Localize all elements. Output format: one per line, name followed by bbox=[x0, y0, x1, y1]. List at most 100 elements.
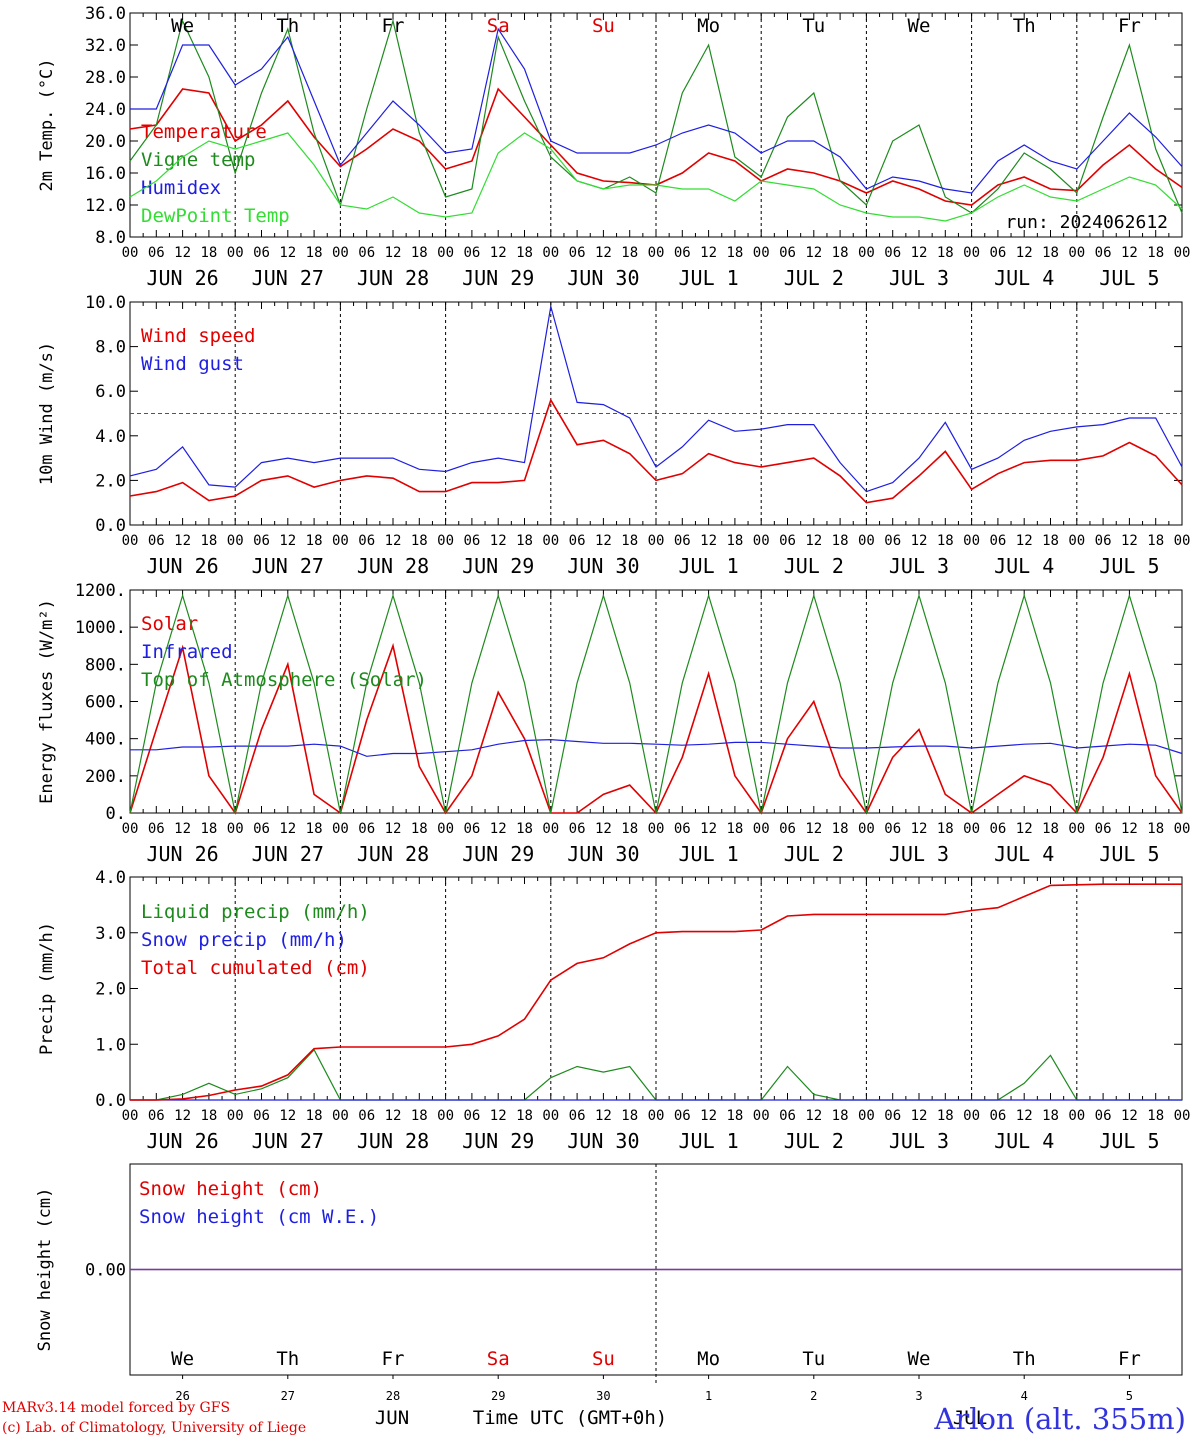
weekday-label: Fr bbox=[382, 15, 405, 37]
hour-tick-label: 18 bbox=[516, 533, 533, 549]
weekday-label: Mo bbox=[697, 1348, 720, 1370]
y-tick-label: 24.0 bbox=[85, 100, 126, 120]
hour-tick-label: 00 bbox=[227, 245, 244, 261]
hour-tick-label: 00 bbox=[542, 821, 559, 837]
hour-tick-label: 12 bbox=[1121, 533, 1138, 549]
hour-tick-label: 00 bbox=[1068, 1108, 1085, 1124]
hour-tick-label: 18 bbox=[726, 533, 743, 549]
hour-tick-label: 06 bbox=[884, 533, 901, 549]
y-axis-title: 2m Temp. (°C) bbox=[37, 58, 57, 191]
hour-tick-label: 00 bbox=[648, 533, 665, 549]
legend-entry: Liquid precip (mm/h) bbox=[141, 901, 370, 923]
hour-tick-label: 06 bbox=[569, 533, 586, 549]
date-label: JUL 2 bbox=[784, 1129, 844, 1153]
series-line-wind-speed bbox=[129, 398, 1183, 504]
date-label: JUN 30 bbox=[567, 266, 639, 290]
hour-tick-label: 18 bbox=[1042, 533, 1059, 549]
hour-tick-label: 06 bbox=[253, 533, 270, 549]
credit-line-1: MARv3.14 model forced by GFS bbox=[2, 1400, 231, 1416]
date-label: JUL 5 bbox=[1099, 1129, 1159, 1153]
hour-tick-label: 18 bbox=[726, 245, 743, 261]
hour-tick-label: 06 bbox=[1095, 821, 1112, 837]
y-tick-label: 3.0 bbox=[95, 924, 126, 944]
hour-tick-label: 00 bbox=[963, 1108, 980, 1124]
y-tick-label: 12.0 bbox=[85, 196, 126, 216]
legend-entry: Snow height (cm) bbox=[139, 1178, 322, 1200]
hour-tick-label: 18 bbox=[1147, 1108, 1164, 1124]
date-label: JUL 3 bbox=[889, 842, 949, 866]
hour-tick-label: 12 bbox=[700, 1108, 717, 1124]
series-line-dewpoint-temp bbox=[129, 132, 1183, 222]
weekday-label: Su bbox=[592, 15, 615, 37]
weekday-label: Th bbox=[1013, 1348, 1036, 1370]
series-line-wind-gust bbox=[129, 306, 1183, 493]
hour-tick-label: 00 bbox=[542, 1108, 559, 1124]
x-axis-title: Time UTC (GMT+0h) bbox=[473, 1407, 667, 1429]
day-number: 2 bbox=[810, 1389, 817, 1403]
hour-tick-label: 18 bbox=[1042, 1108, 1059, 1124]
weekday-label: Tu bbox=[802, 1348, 825, 1370]
weekday-label: Tu bbox=[802, 15, 825, 37]
hour-tick-label: 06 bbox=[674, 533, 691, 549]
date-label: JUN 27 bbox=[252, 842, 324, 866]
hour-tick-label: 06 bbox=[148, 533, 165, 549]
day-number: 4 bbox=[1021, 1389, 1028, 1403]
y-tick-label: 1000. bbox=[75, 618, 126, 638]
y-tick-label: 10.0 bbox=[85, 293, 126, 313]
legend-entry: Wind speed bbox=[141, 325, 255, 347]
date-label: JUN 28 bbox=[357, 554, 429, 578]
hour-tick-label: 12 bbox=[911, 1108, 928, 1124]
y-tick-label: 28.0 bbox=[85, 68, 126, 88]
date-label: JUL 1 bbox=[678, 554, 738, 578]
hour-tick-label: 12 bbox=[805, 245, 822, 261]
hour-tick-label: 18 bbox=[411, 821, 428, 837]
weekday-label: Sa bbox=[487, 1348, 510, 1370]
hour-tick-label: 06 bbox=[884, 821, 901, 837]
hour-tick-label: 06 bbox=[989, 533, 1006, 549]
hour-tick-label: 12 bbox=[490, 245, 507, 261]
hour-tick-label: 00 bbox=[332, 533, 349, 549]
y-axis-title: 10m Wind (m/s) bbox=[37, 342, 57, 485]
hour-tick-label: 00 bbox=[542, 533, 559, 549]
hour-tick-label: 06 bbox=[253, 821, 270, 837]
hour-tick-label: 00 bbox=[542, 245, 559, 261]
hour-tick-label: 00 bbox=[1174, 1108, 1191, 1124]
y-tick-label: 0.0 bbox=[95, 516, 126, 536]
hour-tick-label: 00 bbox=[963, 533, 980, 549]
hour-tick-label: 06 bbox=[253, 1108, 270, 1124]
day-number: 3 bbox=[915, 1389, 922, 1403]
date-label: JUN 30 bbox=[567, 554, 639, 578]
weekday-label: Mo bbox=[697, 15, 720, 37]
hour-tick-label: 06 bbox=[253, 245, 270, 261]
hour-tick-label: 06 bbox=[463, 533, 480, 549]
date-label: JUN 30 bbox=[567, 842, 639, 866]
legend-entry: Humidex bbox=[141, 177, 221, 199]
date-label: JUL 1 bbox=[678, 266, 738, 290]
hour-tick-label: 12 bbox=[911, 245, 928, 261]
y-tick-label: 6.0 bbox=[95, 382, 126, 402]
hour-tick-label: 00 bbox=[332, 821, 349, 837]
hour-tick-label: 06 bbox=[358, 821, 375, 837]
hour-tick-label: 06 bbox=[989, 245, 1006, 261]
hour-tick-label: 18 bbox=[621, 245, 638, 261]
hour-tick-label: 12 bbox=[490, 1108, 507, 1124]
hour-tick-label: 18 bbox=[726, 1108, 743, 1124]
y-tick-label: 32.0 bbox=[85, 36, 126, 56]
hour-tick-label: 06 bbox=[779, 245, 796, 261]
hour-tick-label: 12 bbox=[1016, 821, 1033, 837]
hour-tick-label: 00 bbox=[858, 533, 875, 549]
hour-tick-label: 06 bbox=[463, 821, 480, 837]
hour-tick-label: 00 bbox=[122, 533, 139, 549]
hour-tick-label: 12 bbox=[279, 245, 296, 261]
hour-tick-label: 18 bbox=[621, 1108, 638, 1124]
hour-tick-label: 18 bbox=[200, 245, 217, 261]
hour-tick-label: 12 bbox=[174, 245, 191, 261]
hour-tick-label: 12 bbox=[385, 1108, 402, 1124]
hour-tick-label: 06 bbox=[779, 1108, 796, 1124]
hour-tick-label: 06 bbox=[674, 1108, 691, 1124]
hour-tick-label: 06 bbox=[1095, 245, 1112, 261]
date-label: JUN 30 bbox=[567, 1129, 639, 1153]
hour-tick-label: 06 bbox=[148, 245, 165, 261]
hour-tick-label: 12 bbox=[1121, 821, 1138, 837]
hour-tick-label: 00 bbox=[227, 1108, 244, 1124]
